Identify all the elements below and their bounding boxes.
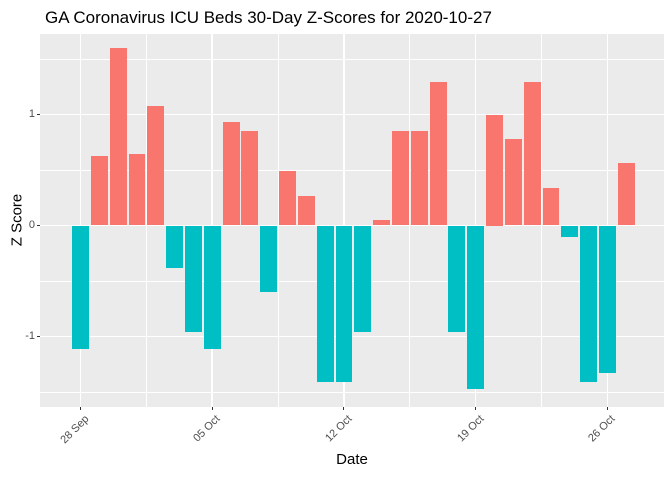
bar-26-oct (599, 225, 616, 374)
major-gridline-x (474, 34, 477, 407)
major-gridline-x (606, 34, 609, 407)
bar-17-oct (429, 82, 447, 226)
bar-25-oct (580, 225, 598, 382)
x-tick-mark (80, 407, 81, 410)
minor-gridline-x (145, 34, 147, 407)
minor-gridline-x (409, 34, 411, 407)
bar-22-oct (523, 82, 541, 226)
major-gridline-x (79, 34, 82, 407)
bar-29-sep (90, 155, 108, 226)
chart-title: GA Coronavirus ICU Beds 30-Day Z-Scores … (45, 8, 492, 27)
x-tick-label: 19 Oct (454, 413, 487, 445)
x-tick-label: 28 Sep (57, 413, 91, 447)
bar-10-oct (297, 195, 315, 226)
x-tick-label: 26 Oct (586, 413, 618, 445)
y-tick-mark (37, 114, 40, 115)
bar-27-oct (617, 163, 635, 226)
bar-01-oct (128, 154, 146, 226)
bar-04-oct (184, 225, 202, 333)
y-tick-label: -1 (25, 330, 35, 342)
bar-05-oct (203, 225, 221, 349)
y-tick-mark (37, 336, 40, 337)
x-tick-label: 12 Oct (323, 413, 355, 445)
x-axis-title: Date (336, 451, 368, 468)
bar-08-oct (260, 225, 278, 293)
bar-02-oct (147, 105, 165, 226)
major-gridline-y (40, 113, 664, 116)
minor-gridline-y (40, 391, 664, 393)
minor-gridline-y (40, 169, 664, 171)
y-tick-mark (37, 225, 40, 226)
bar-30-sep (109, 47, 127, 226)
bar-19-oct (467, 225, 485, 389)
bar-24-oct (561, 225, 579, 237)
y-tick-label: 0 (28, 219, 35, 231)
bar-06-oct (222, 122, 240, 226)
bar-18-oct (448, 225, 466, 333)
bar-07-oct (241, 131, 259, 226)
y-tick-label: 1 (28, 108, 35, 120)
x-tick-mark (343, 407, 345, 410)
plot-panel (40, 34, 664, 407)
bar-11-oct (316, 225, 334, 382)
x-tick-mark (475, 407, 477, 410)
major-gridline-x (211, 34, 213, 407)
bar-13-oct (354, 225, 372, 333)
bar-09-oct (279, 171, 296, 226)
bar-16-oct (410, 131, 428, 226)
x-tick-mark (211, 407, 213, 410)
x-tick-label: 05 Oct (191, 413, 223, 445)
bar-28-sep (72, 225, 89, 349)
bar-15-oct (391, 131, 409, 226)
major-gridline-x (343, 34, 345, 407)
x-tick-mark (606, 407, 608, 410)
minor-gridline-x (541, 34, 542, 407)
minor-gridline-y (40, 58, 664, 60)
bar-03-oct (166, 225, 184, 268)
bar-21-oct (504, 138, 522, 226)
bar-14-oct (373, 219, 391, 226)
bar-20-oct (486, 114, 503, 226)
bar-12-oct (335, 225, 353, 382)
minor-gridline-x (277, 34, 279, 407)
bar-23-oct (542, 187, 560, 226)
